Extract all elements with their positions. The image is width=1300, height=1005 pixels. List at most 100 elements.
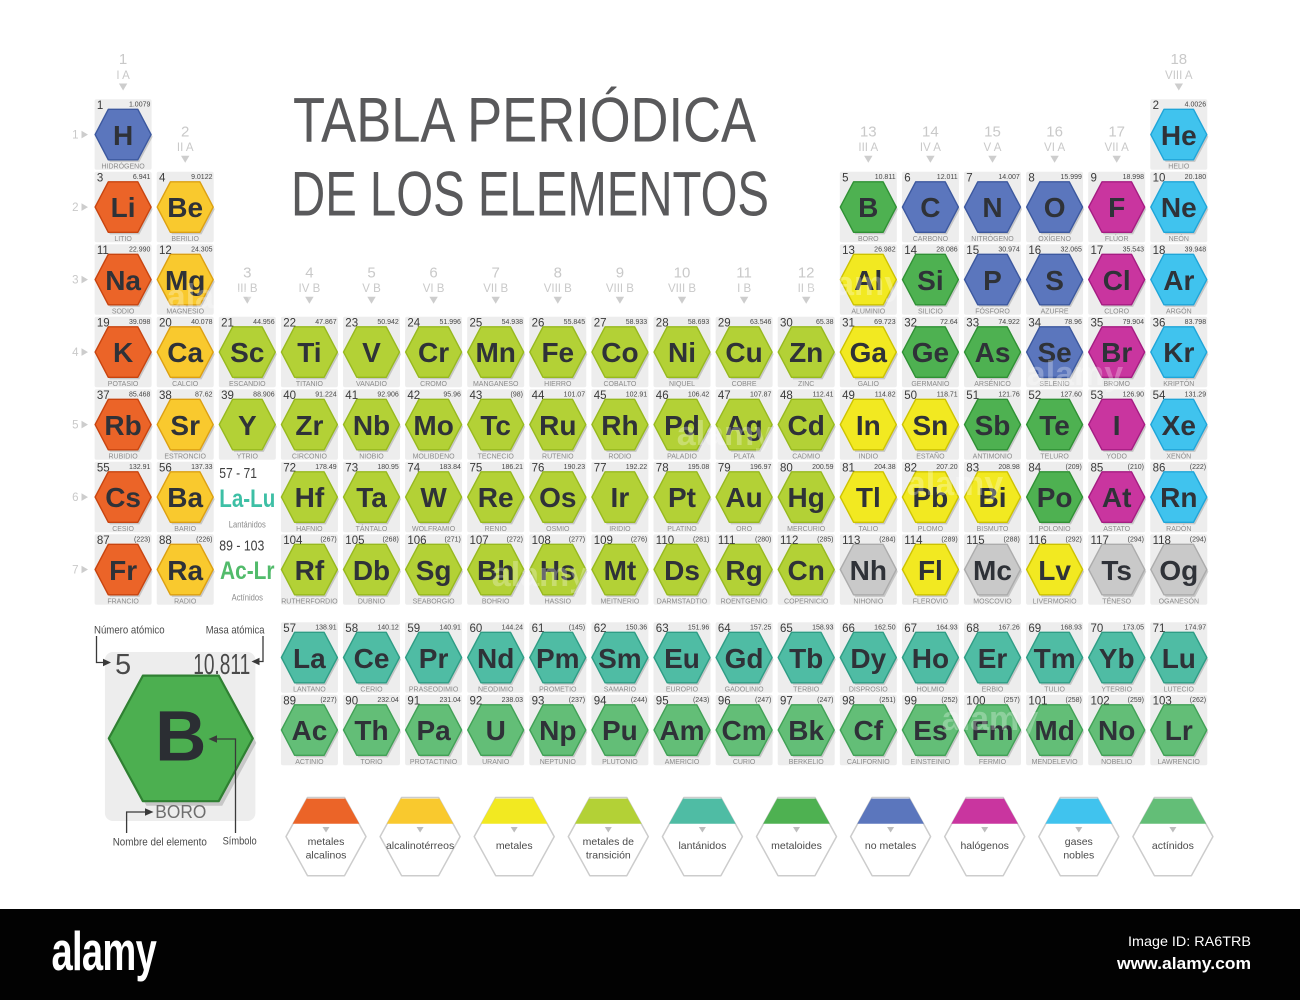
svg-text:7: 7 bbox=[72, 565, 78, 577]
svg-text:2: 2 bbox=[72, 202, 78, 214]
svg-text:Pr: Pr bbox=[419, 643, 449, 674]
svg-text:34: 34 bbox=[1028, 318, 1041, 330]
svg-text:5: 5 bbox=[842, 173, 848, 185]
svg-text:42: 42 bbox=[407, 390, 420, 402]
svg-text:Cs: Cs bbox=[105, 482, 141, 513]
svg-text:Mt: Mt bbox=[604, 555, 637, 586]
svg-text:Rf: Rf bbox=[295, 555, 325, 586]
svg-text:Tm: Tm bbox=[1034, 643, 1076, 674]
svg-text:102: 102 bbox=[1091, 696, 1110, 708]
svg-text:ORO: ORO bbox=[736, 526, 753, 533]
svg-text:127.60: 127.60 bbox=[1060, 392, 1082, 399]
svg-text:(277): (277) bbox=[569, 537, 585, 544]
svg-text:3: 3 bbox=[72, 275, 78, 287]
svg-text:COBRE: COBRE bbox=[732, 381, 757, 388]
svg-text:6: 6 bbox=[904, 173, 910, 185]
svg-text:75: 75 bbox=[470, 463, 483, 475]
svg-text:OSMIO: OSMIO bbox=[546, 526, 570, 533]
svg-text:BORO: BORO bbox=[155, 802, 206, 822]
svg-text:32: 32 bbox=[904, 318, 917, 330]
svg-text:91.224: 91.224 bbox=[315, 392, 337, 399]
svg-text:37: 37 bbox=[97, 390, 110, 402]
svg-text:81: 81 bbox=[842, 463, 855, 475]
svg-text:alamy: alamy bbox=[942, 700, 1038, 738]
svg-text:58: 58 bbox=[345, 623, 358, 635]
svg-text:metales: metales bbox=[308, 836, 345, 848]
svg-text:(247): (247) bbox=[755, 697, 771, 704]
svg-text:Ti: Ti bbox=[297, 337, 321, 368]
svg-text:RUTENIO: RUTENIO bbox=[542, 454, 574, 461]
svg-text:PLATA: PLATA bbox=[734, 454, 755, 461]
svg-text:83: 83 bbox=[966, 463, 979, 475]
svg-text:63: 63 bbox=[656, 623, 669, 635]
svg-text:VANADIO: VANADIO bbox=[356, 381, 388, 388]
svg-text:65.38: 65.38 bbox=[816, 319, 834, 326]
svg-text:Xe: Xe bbox=[1162, 410, 1196, 441]
svg-text:18: 18 bbox=[1170, 51, 1187, 68]
svg-text:91: 91 bbox=[407, 696, 420, 708]
svg-text:Ne: Ne bbox=[1161, 192, 1197, 223]
svg-text:HOLMIO: HOLMIO bbox=[917, 687, 945, 694]
svg-text:93: 93 bbox=[532, 696, 545, 708]
svg-text:GADOLINIO: GADOLINIO bbox=[725, 687, 764, 694]
svg-text:87: 87 bbox=[97, 535, 110, 547]
svg-text:3: 3 bbox=[243, 264, 251, 281]
svg-text:35.543: 35.543 bbox=[1123, 247, 1145, 254]
svg-text:55: 55 bbox=[97, 463, 110, 475]
svg-text:NEPTUNIO: NEPTUNIO bbox=[540, 759, 577, 766]
svg-text:HELIO: HELIO bbox=[1168, 164, 1190, 171]
svg-text:RADIO: RADIO bbox=[174, 599, 197, 606]
svg-text:114.82: 114.82 bbox=[875, 392, 896, 399]
svg-text:208.98: 208.98 bbox=[998, 464, 1020, 471]
svg-text:Og: Og bbox=[1159, 555, 1198, 586]
svg-text:168.93: 168.93 bbox=[1060, 625, 1082, 632]
svg-text:49: 49 bbox=[842, 390, 855, 402]
svg-text:Te: Te bbox=[1039, 410, 1070, 441]
svg-text:6: 6 bbox=[429, 264, 437, 281]
svg-text:V A: V A bbox=[984, 142, 1002, 154]
svg-text:Tb: Tb bbox=[789, 643, 823, 674]
svg-text:36: 36 bbox=[1153, 318, 1166, 330]
svg-text:alamy: alamy bbox=[492, 556, 588, 594]
svg-text:HIERRO: HIERRO bbox=[544, 381, 572, 388]
svg-text:54.938: 54.938 bbox=[502, 319, 524, 326]
svg-text:alamy: alamy bbox=[677, 415, 773, 453]
svg-text:RENIO: RENIO bbox=[485, 526, 508, 533]
svg-text:FLÚOR: FLÚOR bbox=[1105, 234, 1129, 243]
svg-text:MANGANESO: MANGANESO bbox=[473, 381, 519, 388]
svg-text:150.36: 150.36 bbox=[626, 625, 648, 632]
svg-text:alamy: alamy bbox=[807, 265, 903, 303]
svg-text:(223): (223) bbox=[134, 537, 150, 544]
svg-text:U: U bbox=[486, 715, 506, 746]
svg-text:SELENIO: SELENIO bbox=[1039, 381, 1070, 388]
svg-text:28: 28 bbox=[656, 318, 669, 330]
svg-text:Pu: Pu bbox=[602, 715, 638, 746]
svg-text:Número atómico: Número atómico bbox=[94, 625, 165, 637]
svg-text:Pt: Pt bbox=[668, 482, 696, 513]
svg-text:Sr: Sr bbox=[170, 410, 200, 441]
svg-text:16: 16 bbox=[1046, 123, 1063, 140]
svg-text:Cu: Cu bbox=[725, 337, 762, 368]
svg-text:(280): (280) bbox=[755, 537, 771, 544]
svg-text:132.91: 132.91 bbox=[129, 464, 151, 471]
svg-text:100: 100 bbox=[966, 696, 985, 708]
svg-text:65: 65 bbox=[780, 623, 793, 635]
svg-text:LAWRENCIO: LAWRENCIO bbox=[1158, 759, 1201, 766]
svg-text:106.42: 106.42 bbox=[688, 392, 710, 399]
svg-text:Pb: Pb bbox=[913, 482, 949, 513]
svg-text:85: 85 bbox=[1091, 463, 1104, 475]
svg-text:CURIO: CURIO bbox=[733, 759, 756, 766]
svg-text:TÁNTALO: TÁNTALO bbox=[356, 524, 388, 533]
svg-text:NEÓN: NEÓN bbox=[1169, 234, 1189, 243]
svg-text:72: 72 bbox=[283, 463, 296, 475]
svg-text:MERCURIO: MERCURIO bbox=[787, 526, 826, 533]
svg-text:80: 80 bbox=[780, 463, 793, 475]
svg-text:88: 88 bbox=[159, 535, 172, 547]
svg-text:metales de: metales de bbox=[583, 836, 635, 848]
svg-text:238.03: 238.03 bbox=[502, 697, 524, 704]
svg-text:5: 5 bbox=[367, 264, 375, 281]
svg-text:30: 30 bbox=[780, 318, 793, 330]
svg-text:In: In bbox=[856, 410, 881, 441]
svg-text:Ra: Ra bbox=[167, 555, 203, 586]
svg-text:28.086: 28.086 bbox=[936, 247, 958, 254]
